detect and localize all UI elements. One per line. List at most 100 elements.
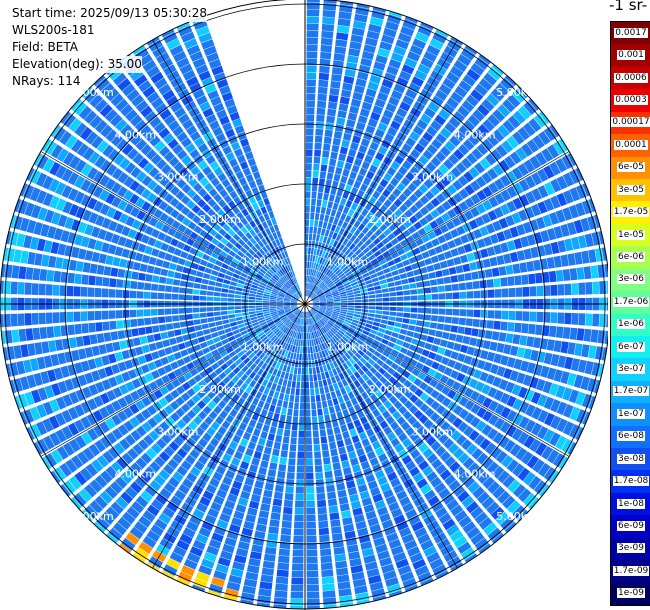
range-gate (195, 235, 205, 244)
range-gate (326, 295, 333, 299)
range-gate (402, 341, 411, 349)
range-gate (483, 72, 498, 86)
range-gate (211, 577, 225, 587)
range-gate (207, 380, 217, 390)
range-gate (297, 367, 302, 375)
range-gate (124, 359, 134, 370)
range-gate (220, 237, 229, 245)
range-gate (400, 239, 409, 247)
range-gate (258, 385, 266, 393)
range-gate (287, 408, 293, 416)
range-gate (467, 134, 480, 146)
range-gate (322, 379, 328, 387)
range-gate (399, 214, 408, 223)
range-gate (362, 330, 370, 336)
range-gate (301, 311, 304, 319)
range-gate (474, 83, 488, 97)
range-gate (257, 517, 268, 526)
range-gate (305, 437, 312, 445)
range-gate (176, 178, 187, 189)
range-gate (205, 155, 216, 165)
range-gate (383, 371, 392, 380)
range-gate (197, 265, 206, 272)
range-gate (483, 522, 498, 536)
range-gate (398, 224, 407, 233)
range-gate (183, 425, 194, 436)
range-gate (262, 305, 270, 308)
colorbar-tick-label: 3e-08 (617, 453, 645, 464)
range-gate (461, 547, 476, 560)
range-gate (282, 286, 288, 291)
range-gate (62, 152, 75, 166)
range-gate (438, 293, 446, 300)
range-gate (497, 470, 510, 484)
range-gate (428, 424, 439, 435)
range-gate (277, 261, 283, 269)
range-gate (61, 426, 73, 440)
range-gate (342, 517, 353, 526)
range-gate (193, 344, 202, 352)
range-gate (326, 309, 333, 313)
range-gate (125, 486, 138, 499)
range-gate (138, 515, 152, 528)
range-gate (409, 204, 419, 214)
range-gate (352, 135, 361, 144)
range-gate (302, 346, 305, 354)
range-gate (106, 163, 118, 176)
range-gate (517, 163, 529, 177)
range-gate (470, 89, 484, 102)
range-gate (324, 324, 330, 331)
range-gate (259, 581, 273, 590)
range-gate (174, 272, 182, 279)
range-gate (164, 181, 175, 192)
range-gate (379, 395, 388, 404)
range-gate (334, 374, 341, 383)
range-gate (134, 476, 147, 489)
range-gate (222, 223, 231, 232)
range-gate (291, 278, 296, 285)
range-gate (299, 290, 303, 297)
range-gate (493, 320, 501, 330)
range-gate (350, 412, 359, 421)
range-gate (186, 210, 196, 220)
range-gate (354, 85, 365, 94)
range-gate (76, 451, 89, 465)
range-gate (275, 576, 289, 585)
range-gate (271, 360, 278, 368)
range-gate (111, 233, 121, 244)
range-gate (446, 97, 459, 109)
range-gate (262, 560, 275, 569)
range-gate (55, 339, 64, 351)
range-gate (175, 396, 185, 406)
range-gate (316, 263, 321, 271)
range-gate (335, 167, 343, 175)
range-gate (406, 250, 415, 258)
range-gate (489, 233, 499, 244)
range-gate (364, 361, 372, 370)
range-gate (518, 488, 532, 503)
range-gate (306, 37, 319, 45)
range-gate (199, 290, 207, 296)
range-gate (575, 202, 586, 217)
range-gate (513, 238, 523, 250)
range-gate (222, 476, 233, 486)
range-gate (417, 571, 432, 583)
range-gate (370, 354, 379, 362)
range-gate (506, 135, 519, 149)
range-gate (312, 306, 319, 309)
range-gate (316, 322, 322, 329)
range-gate (443, 250, 453, 259)
range-gate (474, 434, 486, 446)
range-gate (387, 341, 396, 348)
range-gate (409, 319, 417, 325)
range-gate (501, 140, 514, 153)
range-gate (275, 320, 282, 325)
range-gate (340, 311, 347, 315)
range-gate (436, 193, 446, 204)
range-gate (78, 348, 87, 360)
range-gate (249, 290, 257, 295)
range-gate (142, 510, 156, 523)
range-gate (401, 533, 415, 544)
range-gate (349, 171, 358, 180)
range-gate (395, 285, 403, 291)
